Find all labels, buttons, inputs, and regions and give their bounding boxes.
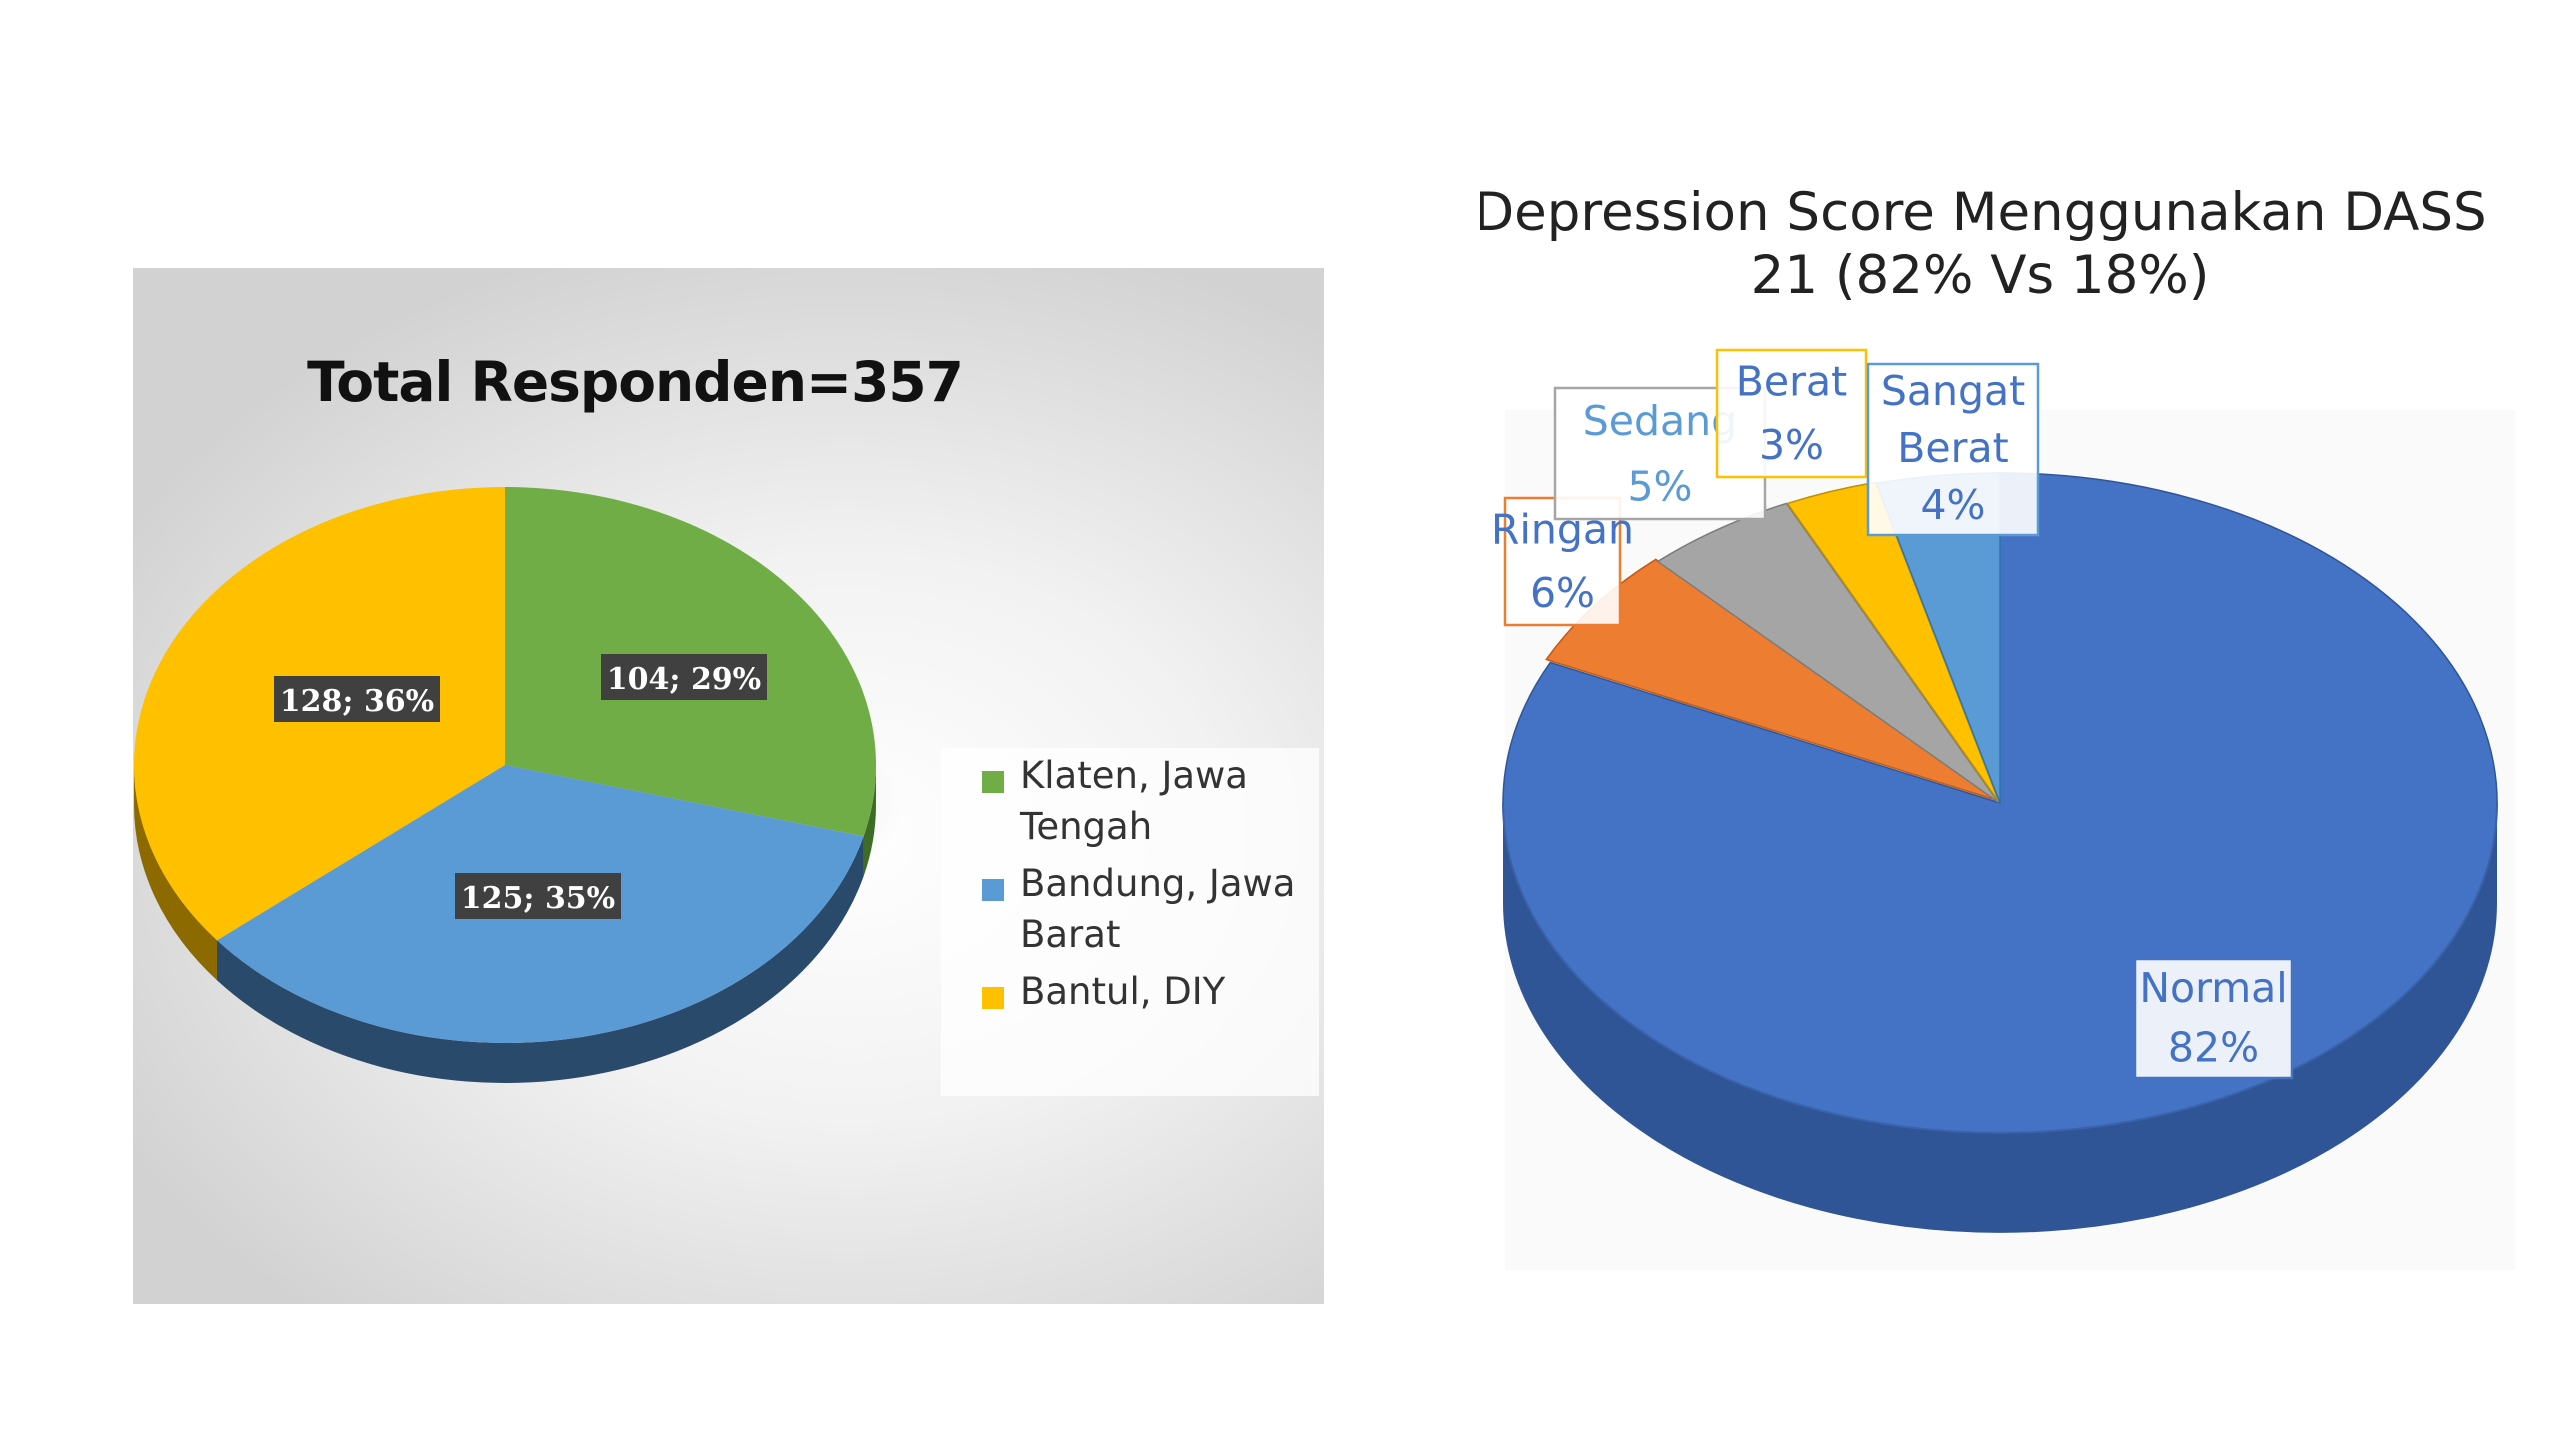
data-label-bantul-diy: 128; 36%	[280, 684, 434, 719]
data-label-klaten-jawa-tengah: 104; 29%	[607, 662, 761, 697]
data-label-bg-bandung-jawa-barat	[455, 873, 621, 919]
legend-box	[941, 748, 1319, 1096]
pie-side-bantul-diy	[134, 765, 217, 981]
pie-slice-sedang	[1656, 502, 1999, 803]
pie-side-bandung-jawa-barat	[216, 836, 864, 1083]
chart-regions-pie: Total Responden=357 104; 29% 125; 35% 128;…	[133, 350, 1319, 1096]
legend-swatch-bandung-jawa-barat	[982, 879, 1004, 901]
legend-label-bandung-jawa-barat: Barat	[1020, 913, 1120, 956]
data-label-sangat-berat: Berat	[1897, 424, 2008, 472]
legend-label-klaten-jawa-tengah: Klaten, Jawa	[1020, 754, 1248, 797]
data-label-sangat-berat: 4%	[1920, 481, 1985, 529]
data-label-berat: 3%	[1759, 421, 1824, 469]
chart-depression-panel: Depression Score Menggunakan DASS 21 (82…	[1480, 170, 2540, 1270]
chart-depression-pie: Depression Score Menggunakan DASS 21 (82…	[1480, 182, 2515, 1270]
data-label-ringan: 6%	[1530, 569, 1595, 617]
chart-title-line-2: 21 (82% Vs 18%)	[1751, 245, 2210, 306]
data-label-normal: 82%	[2168, 1023, 2259, 1071]
legend-label-bantul-diy: Bantul, DIY	[1020, 970, 1226, 1013]
data-label-bg-klaten-jawa-tengah	[601, 654, 767, 700]
chart-title-line-1: Depression Score Menggunakan DASS	[1480, 182, 2487, 243]
data-label-bg-bantul-diy	[274, 676, 440, 722]
pie-side-normal	[1503, 803, 2497, 1233]
chart-regions-panel: Total Responden=357 104; 29% 125; 35% 128;…	[133, 268, 1324, 1304]
legend-swatch-klaten-jawa-tengah	[982, 771, 1004, 793]
data-label-sangat-berat: Sangat	[1881, 367, 2025, 415]
pie-side-klaten-jawa-tengah	[863, 765, 876, 877]
legend-swatch-bantul-diy	[982, 987, 1004, 1009]
data-label-berat: Berat	[1736, 358, 1847, 406]
pie-rim	[1502, 802, 2498, 1134]
data-label-normal: Normal	[2139, 964, 2287, 1012]
legend-label-klaten-jawa-tengah: Tengah	[1019, 805, 1152, 848]
data-label-sedang: 5%	[1627, 463, 1692, 511]
data-label-bandung-jawa-barat: 125; 35%	[461, 881, 615, 916]
data-label-sedang: Sedang	[1583, 397, 1737, 445]
data-label-box-berat	[1715, 348, 1868, 479]
data-label-box-sangat-berat	[1866, 362, 2040, 537]
data-label-box-normal	[2133, 957, 2294, 1080]
legend-label-bandung-jawa-barat: Bandung, Jawa	[1020, 862, 1295, 905]
chart-title: Total Responden=357	[307, 350, 963, 414]
